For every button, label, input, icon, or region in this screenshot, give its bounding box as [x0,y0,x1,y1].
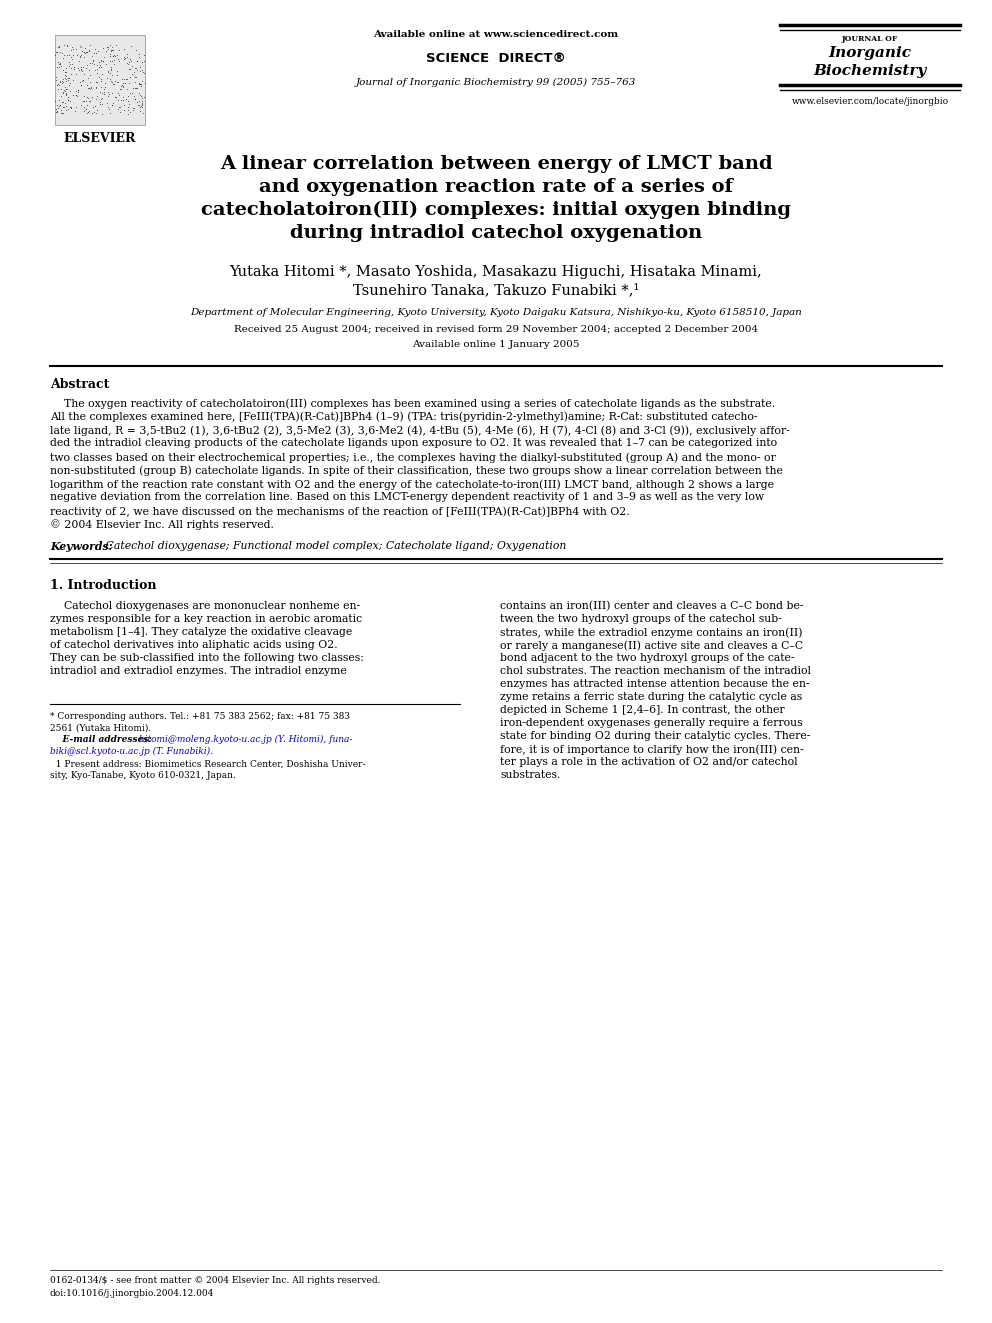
Text: JOURNAL OF: JOURNAL OF [842,34,898,44]
Text: two classes based on their electrochemical properties; i.e., the complexes havin: two classes based on their electrochemic… [50,452,776,463]
Text: contains an iron(III) center and cleaves a C–C bond be-: contains an iron(III) center and cleaves… [500,601,804,611]
Text: Inorganic: Inorganic [828,46,912,60]
Text: metabolism [1–4]. They catalyze the oxidative cleavage: metabolism [1–4]. They catalyze the oxid… [50,627,352,636]
Text: iron-dependent oxygenases generally require a ferrous: iron-dependent oxygenases generally requ… [500,718,803,728]
Text: Abstract: Abstract [50,378,109,392]
Text: tween the two hydroxyl groups of the catechol sub-: tween the two hydroxyl groups of the cat… [500,614,782,624]
Text: 2561 (Yutaka Hitomi).: 2561 (Yutaka Hitomi). [50,724,151,733]
Text: depicted in Scheme 1 [2,4–6]. In contrast, the other: depicted in Scheme 1 [2,4–6]. In contras… [500,705,785,714]
Text: SCIENCE  DIRECT®: SCIENCE DIRECT® [426,52,566,65]
Text: Available online 1 January 2005: Available online 1 January 2005 [413,340,579,349]
Text: enzymes has attracted intense attention because the en-: enzymes has attracted intense attention … [500,679,809,689]
Text: * Corresponding authors. Tel.: +81 75 383 2562; fax: +81 75 383: * Corresponding authors. Tel.: +81 75 38… [50,712,350,721]
Text: zymes responsible for a key reaction in aerobic aromatic: zymes responsible for a key reaction in … [50,614,362,624]
Text: reactivity of 2, we have discussed on the mechanisms of the reaction of [FeIII(T: reactivity of 2, we have discussed on th… [50,505,630,516]
Text: Department of Molecular Engineering, Kyoto University, Kyoto Daigaku Katsura, Ni: Department of Molecular Engineering, Kyo… [190,308,802,318]
Text: and oxygenation reaction rate of a series of: and oxygenation reaction rate of a serie… [259,179,733,196]
Text: Keywords:: Keywords: [50,541,113,552]
Text: © 2004 Elsevier Inc. All rights reserved.: © 2004 Elsevier Inc. All rights reserved… [50,520,274,531]
Text: of catechol derivatives into aliphatic acids using O2.: of catechol derivatives into aliphatic a… [50,640,337,650]
Text: Yutaka Hitomi *, Masato Yoshida, Masakazu Higuchi, Hisataka Minami,: Yutaka Hitomi *, Masato Yoshida, Masakaz… [229,265,763,279]
Text: The oxygen reactivity of catecholatoiron(III) complexes has been examined using : The oxygen reactivity of catecholatoiron… [50,398,775,409]
Text: Journal of Inorganic Biochemistry 99 (2005) 755–763: Journal of Inorganic Biochemistry 99 (20… [356,78,636,87]
Text: fore, it is of importance to clarify how the iron(III) cen-: fore, it is of importance to clarify how… [500,744,804,754]
Text: during intradiol catechol oxygenation: during intradiol catechol oxygenation [290,224,702,242]
Text: Available online at www.sciencedirect.com: Available online at www.sciencedirect.co… [373,30,619,38]
Text: late ligand, R = 3,5-tBu2 (1), 3,6-tBu2 (2), 3,5-Me2 (3), 3,6-Me2 (4), 4-tBu (5): late ligand, R = 3,5-tBu2 (1), 3,6-tBu2 … [50,425,790,435]
Text: 0162-0134/$ - see front matter © 2004 Elsevier Inc. All rights reserved.: 0162-0134/$ - see front matter © 2004 El… [50,1275,381,1285]
Text: All the complexes examined here, [FeIII(TPA)(R-Cat)]BPh4 (1–9) (TPA: tris(pyridi: All the complexes examined here, [FeIII(… [50,411,758,422]
Text: negative deviation from the correlation line. Based on this LMCT-energy dependen: negative deviation from the correlation … [50,492,764,503]
Text: ded the intradiol cleaving products of the catecholate ligands upon exposure to : ded the intradiol cleaving products of t… [50,438,777,448]
Text: doi:10.1016/j.jinorgbio.2004.12.004: doi:10.1016/j.jinorgbio.2004.12.004 [50,1289,214,1298]
Text: Tsunehiro Tanaka, Takuzo Funabiki *,¹: Tsunehiro Tanaka, Takuzo Funabiki *,¹ [353,283,639,296]
Text: ter plays a role in the activation of O2 and/or catechol: ter plays a role in the activation of O2… [500,757,798,767]
Text: strates, while the extradiol enzyme contains an iron(II): strates, while the extradiol enzyme cont… [500,627,803,638]
Text: sity, Kyo-Tanabe, Kyoto 610-0321, Japan.: sity, Kyo-Tanabe, Kyoto 610-0321, Japan. [50,771,236,781]
Text: chol substrates. The reaction mechanism of the intradiol: chol substrates. The reaction mechanism … [500,665,811,676]
Text: Catechol dioxygenases are mononuclear nonheme en-: Catechol dioxygenases are mononuclear no… [50,601,360,611]
Text: state for binding O2 during their catalytic cycles. There-: state for binding O2 during their cataly… [500,732,810,741]
Text: bond adjacent to the two hydroxyl groups of the cate-: bond adjacent to the two hydroxyl groups… [500,654,795,663]
Text: catecholatoiron(III) complexes: initial oxygen binding: catecholatoiron(III) complexes: initial … [201,201,791,220]
Text: Biochemistry: Biochemistry [813,64,927,78]
Text: 1 Present address: Biomimetics Research Center, Doshisha Univer-: 1 Present address: Biomimetics Research … [50,759,365,769]
Text: intradiol and extradiol enzymes. The intradiol enzyme: intradiol and extradiol enzymes. The int… [50,665,347,676]
Text: ELSEVIER: ELSEVIER [63,132,136,146]
Text: biki@scl.kyoto-u.ac.jp (T. Funabiki).: biki@scl.kyoto-u.ac.jp (T. Funabiki). [50,746,213,755]
Text: non-substituted (group B) catecholate ligands. In spite of their classification,: non-substituted (group B) catecholate li… [50,466,783,476]
Text: A linear correlation between energy of LMCT band: A linear correlation between energy of L… [219,155,773,173]
Text: 1. Introduction: 1. Introduction [50,579,157,591]
Text: E-mail addresses:: E-mail addresses: [50,736,152,744]
Text: Catechol dioxygenase; Functional model complex; Catecholate ligand; Oxygenation: Catechol dioxygenase; Functional model c… [102,541,566,550]
Text: Received 25 August 2004; received in revised form 29 November 2004; accepted 2 D: Received 25 August 2004; received in rev… [234,325,758,333]
Text: They can be sub-classified into the following two classes:: They can be sub-classified into the foll… [50,654,364,663]
Text: or rarely a manganese(II) active site and cleaves a C–C: or rarely a manganese(II) active site an… [500,640,804,651]
Text: substrates.: substrates. [500,770,560,781]
Text: www.elsevier.com/locate/jinorgbio: www.elsevier.com/locate/jinorgbio [792,97,948,106]
Bar [55,34,145,124]
Text: logarithm of the reaction rate constant with O2 and the energy of the catecholat: logarithm of the reaction rate constant … [50,479,774,490]
Text: hitomi@moleng.kyoto-u.ac.jp (Y. Hitomi), funa-: hitomi@moleng.kyoto-u.ac.jp (Y. Hitomi),… [136,736,352,744]
Text: zyme retains a ferric state during the catalytic cycle as: zyme retains a ferric state during the c… [500,692,803,703]
